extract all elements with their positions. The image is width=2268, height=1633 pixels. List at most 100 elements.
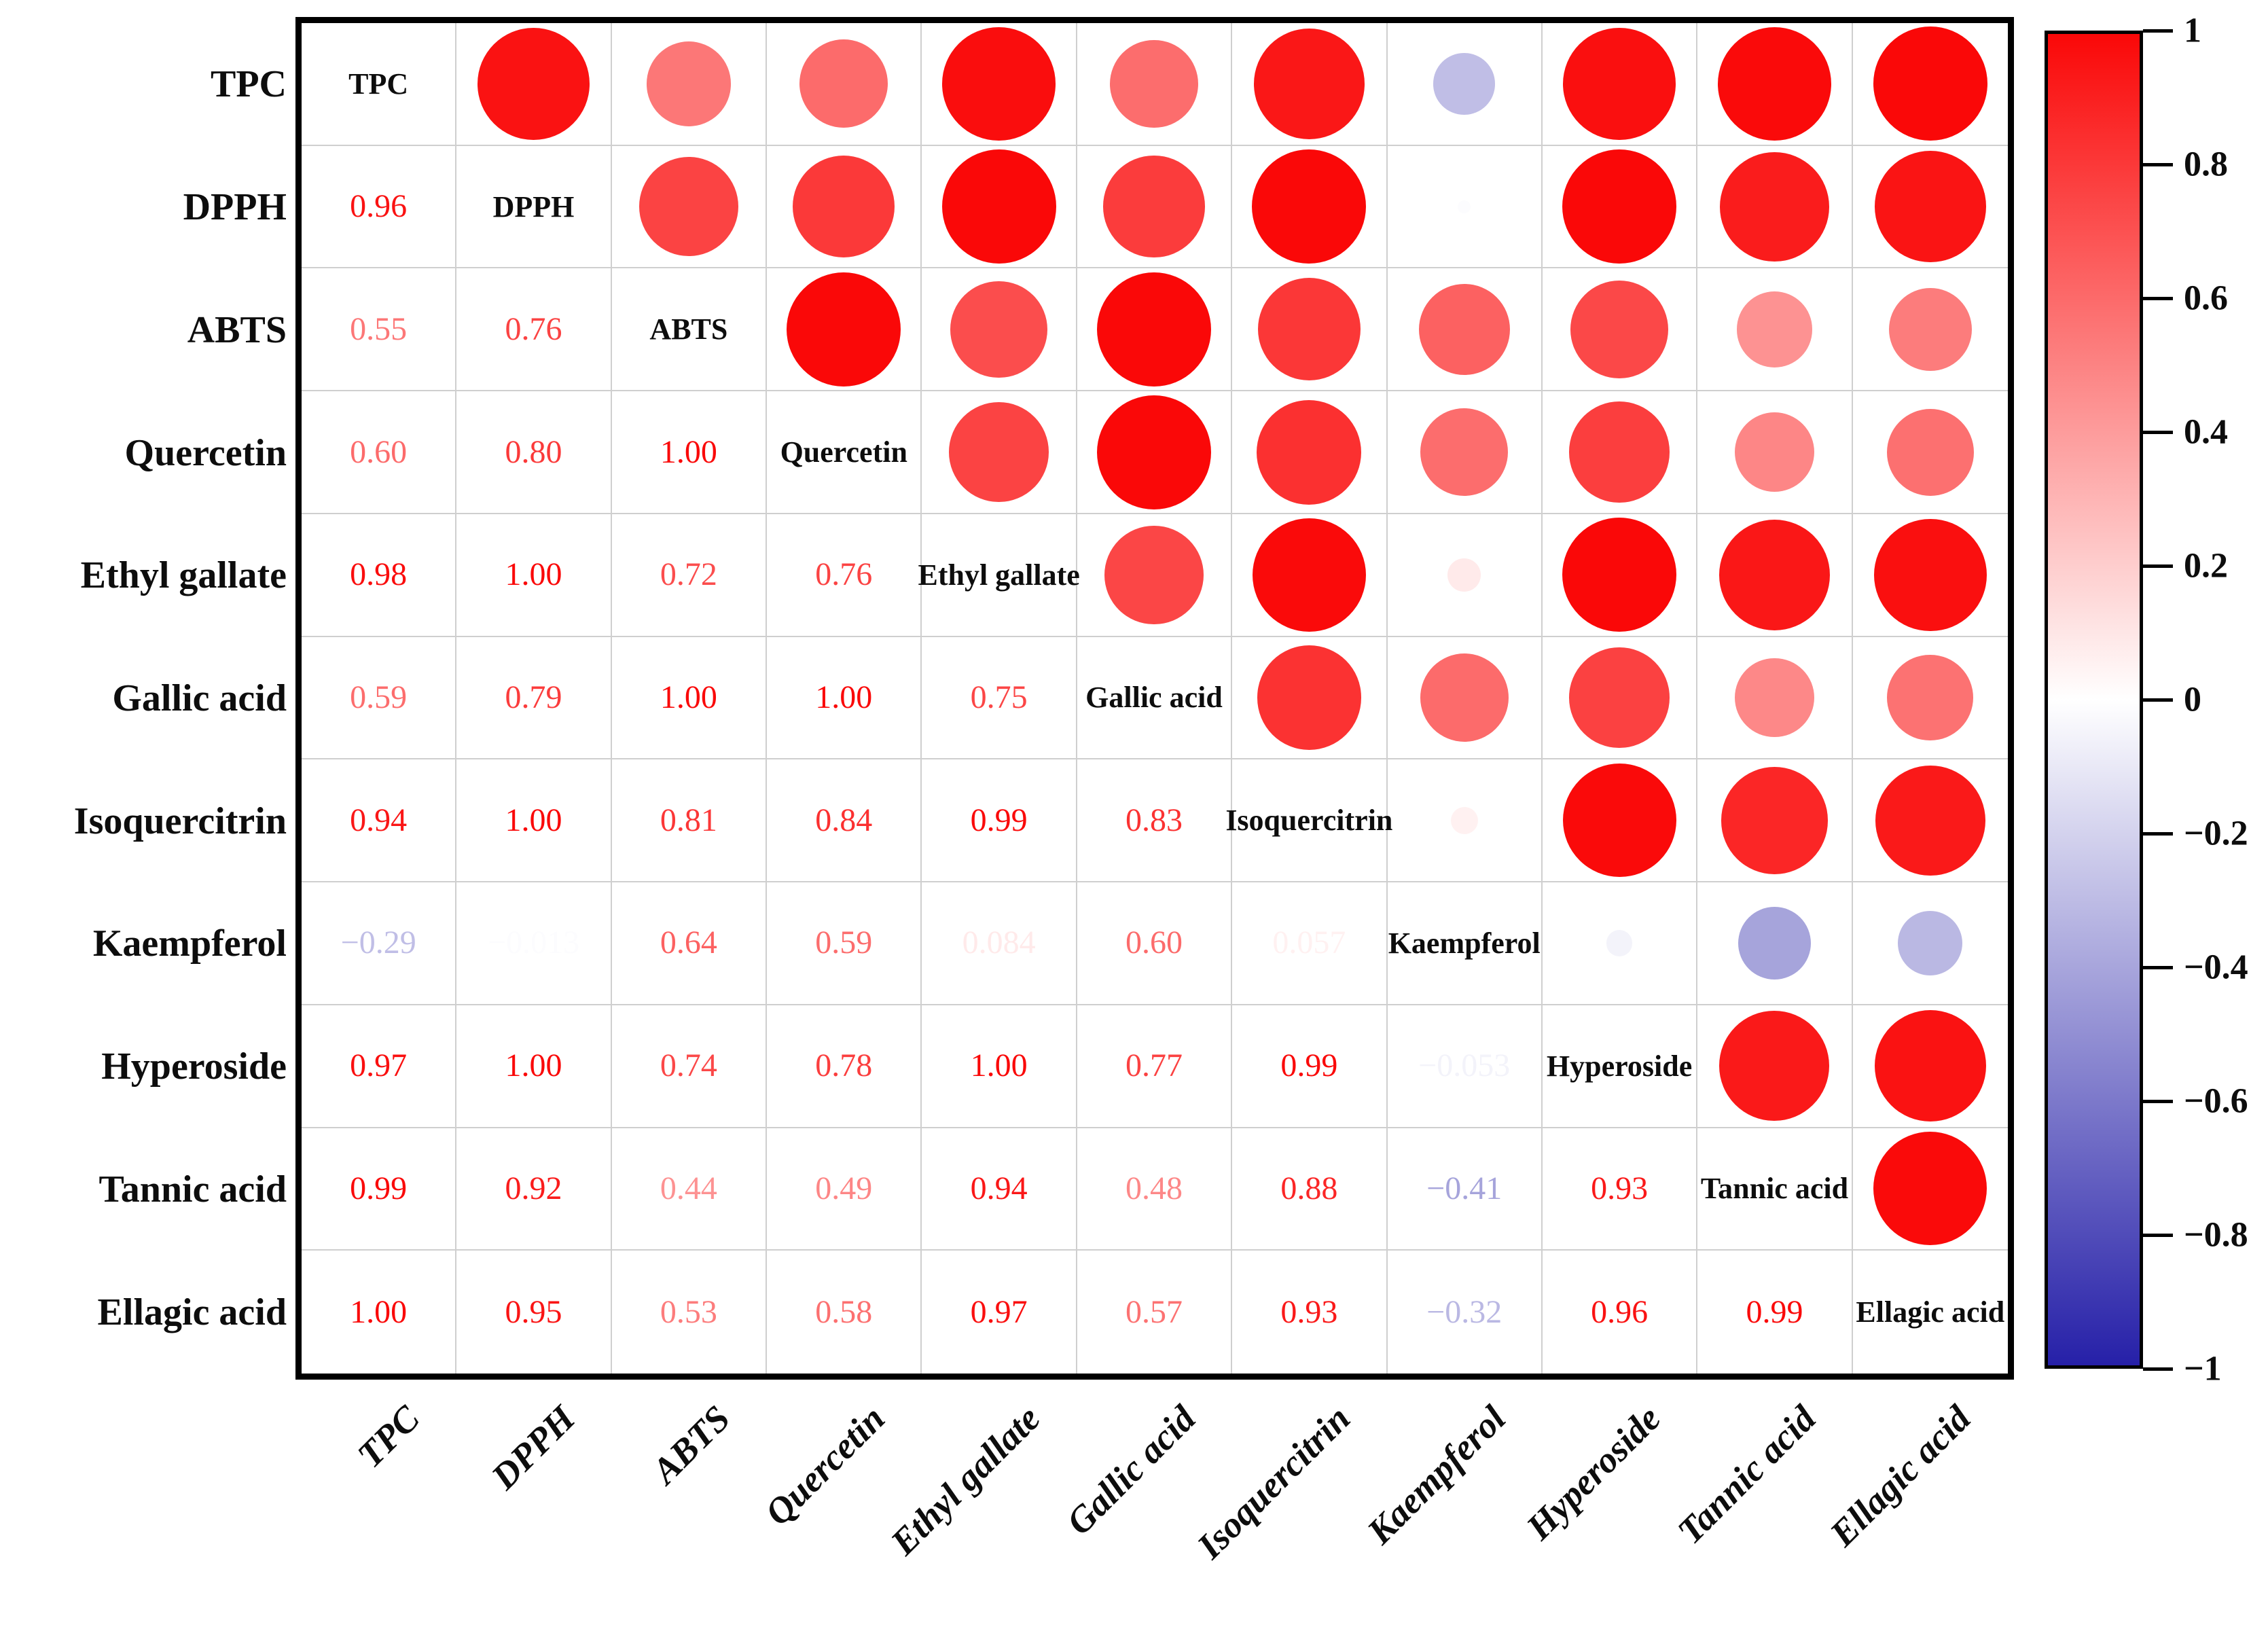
matrix-cell: −0.32 <box>1388 1251 1543 1374</box>
matrix-cell <box>767 23 922 146</box>
colorbar-tick <box>2143 1233 2173 1237</box>
matrix-cell <box>1852 1128 2008 1251</box>
correlation-value: 0.96 <box>1591 1293 1649 1330</box>
correlation-circle <box>1458 200 1471 213</box>
correlation-circle <box>1606 930 1633 956</box>
matrix-cell <box>1387 23 1543 146</box>
matrix-cell: 0.93 <box>1542 1128 1698 1251</box>
correlation-value: 1.00 <box>505 1047 562 1084</box>
matrix-cell: 0.99 <box>922 759 1077 883</box>
correlation-circle <box>1735 658 1814 738</box>
colorbar-tick-label: −0.4 <box>2184 948 2248 987</box>
correlation-circle <box>1874 1009 1987 1122</box>
correlation-value: 0.78 <box>815 1047 873 1084</box>
correlation-value: 1.00 <box>505 802 562 838</box>
matrix-cell <box>1542 391 1698 514</box>
matrix-cell: 0.58 <box>767 1251 922 1374</box>
correlation-value: 0.99 <box>350 1170 408 1206</box>
matrix-cell: 0.48 <box>1077 1128 1233 1251</box>
matrix-cell: Ethyl gallate <box>918 514 1080 637</box>
diagonal-variable-label: ABTS <box>649 312 728 346</box>
correlation-circle <box>1562 764 1676 878</box>
colorbar-tick-label: 0.6 <box>2184 279 2228 318</box>
colorbar-tick <box>2143 1367 2173 1371</box>
matrix-cell: Isoquercitrin <box>1225 759 1392 883</box>
matrix-cell: 0.93 <box>1232 1251 1388 1374</box>
matrix-cell <box>1697 23 1853 146</box>
correlation-circle <box>1719 151 1829 262</box>
correlation-value: 0.94 <box>970 1170 1028 1206</box>
correlation-circle <box>1886 408 1974 496</box>
correlation-circle <box>1096 395 1211 509</box>
colorbar-tick <box>2143 29 2173 33</box>
correlation-value: 0.99 <box>1280 1047 1338 1084</box>
matrix-cell: 0.88 <box>1232 1128 1388 1251</box>
diagonal-variable-label: TPC <box>348 67 409 101</box>
x-axis-label: Hyperoside <box>1518 1397 1669 1548</box>
matrix-cell: 0.84 <box>767 759 922 883</box>
correlation-value: 0.53 <box>660 1293 717 1330</box>
matrix-cell: 0.55 <box>302 268 457 392</box>
y-axis-label: Quercetin <box>124 431 287 474</box>
correlation-value: 1.00 <box>815 679 873 715</box>
matrix-cell: TPC <box>302 23 457 146</box>
matrix-cell: 0.99 <box>302 1128 457 1251</box>
matrix-cell: −0.013 <box>456 882 612 1005</box>
matrix-cell <box>1542 145 1698 269</box>
correlation-circle <box>949 402 1049 502</box>
matrix-cell: 0.80 <box>456 391 612 514</box>
colorbar-tick <box>2143 564 2173 568</box>
matrix-cell: 0.97 <box>302 1005 457 1128</box>
correlation-value: 0.58 <box>815 1293 873 1330</box>
matrix-cell <box>1387 145 1543 269</box>
colorbar-tick-label: 0.8 <box>2184 145 2228 184</box>
matrix-cell <box>1387 514 1543 637</box>
y-axis-label: ABTS <box>187 308 287 351</box>
correlation-value: 0.81 <box>660 802 717 838</box>
correlation-value: 0.80 <box>505 433 562 470</box>
correlation-value: 0.96 <box>350 188 408 225</box>
matrix-cell: 0.76 <box>456 268 612 392</box>
matrix-cell <box>767 268 922 392</box>
correlation-circle <box>1719 519 1830 630</box>
correlation-circle <box>1433 53 1495 115</box>
correlation-circle <box>1898 910 1963 975</box>
y-axis-label: Tannic acid <box>98 1168 287 1210</box>
y-axis-label: TPC <box>211 63 287 106</box>
matrix-cell: 0.94 <box>302 759 457 883</box>
y-axis-label: DPPH <box>183 186 287 229</box>
correlation-circle <box>1873 1132 1987 1246</box>
matrix-cell: 0.94 <box>922 1128 1077 1251</box>
matrix-cell <box>1387 636 1543 760</box>
correlation-circle <box>1418 283 1510 375</box>
diagonal-variable-label: Gallic acid <box>1085 681 1223 715</box>
matrix-cell: 0.60 <box>302 391 457 514</box>
correlation-value: 0.94 <box>350 802 408 838</box>
correlation-circle <box>1257 278 1361 381</box>
matrix-cell: Ellagic acid <box>1853 1251 2008 1374</box>
correlation-circle <box>1562 518 1677 632</box>
y-axis-label: Hyperoside <box>101 1045 287 1088</box>
matrix-cell <box>1232 268 1388 392</box>
y-axis-label: Ellagic acid <box>97 1291 287 1333</box>
correlation-value: 0.95 <box>505 1293 562 1330</box>
matrix-cell: 0.83 <box>1077 759 1233 883</box>
correlation-circle <box>1447 558 1481 592</box>
matrix-cell: 0.98 <box>302 514 457 637</box>
matrix-cell <box>1542 759 1698 883</box>
diagonal-variable-label: Quercetin <box>780 435 907 469</box>
x-axis-label: TPC <box>349 1397 428 1476</box>
matrix-cell: 0.74 <box>611 1005 768 1128</box>
matrix-cell <box>1232 636 1388 760</box>
matrix-cell <box>1542 23 1698 146</box>
correlation-circle <box>1450 806 1478 834</box>
correlation-value: 0.84 <box>815 802 873 838</box>
x-axis-label: Isoquercitrin <box>1189 1397 1358 1566</box>
correlation-circle <box>942 27 1056 141</box>
matrix-cell <box>922 23 1077 146</box>
correlation-value: −0.013 <box>488 925 580 961</box>
correlation-circle <box>1736 291 1813 367</box>
correlation-value: 0.084 <box>962 925 1036 961</box>
correlation-circle <box>941 149 1056 264</box>
correlation-value: 0.057 <box>1272 925 1346 961</box>
